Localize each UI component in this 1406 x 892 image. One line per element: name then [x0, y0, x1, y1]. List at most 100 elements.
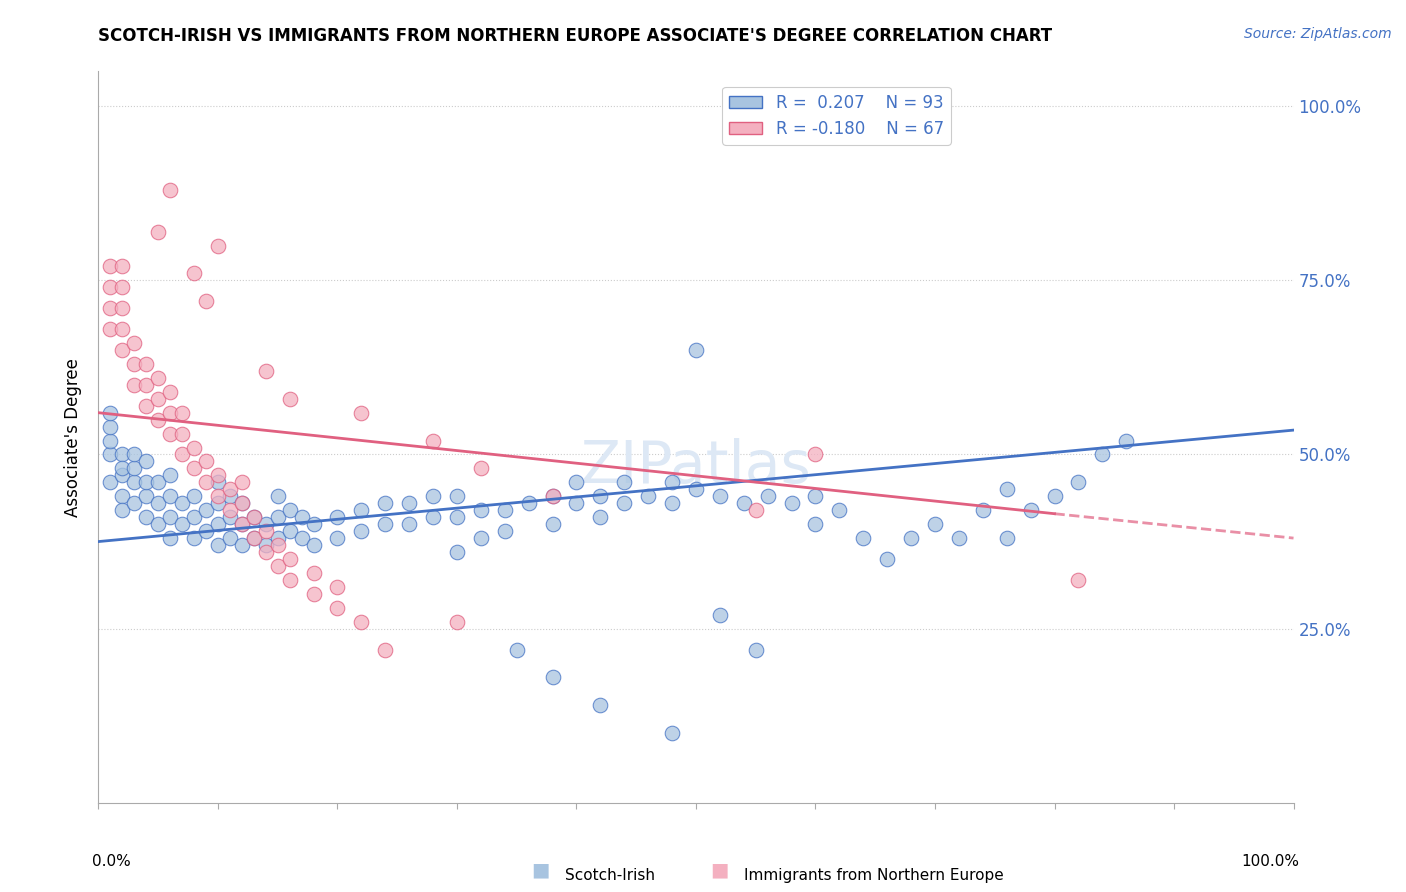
Point: [172, 406, 194, 420]
Point: [98, 434, 122, 448]
Point: [350, 524, 373, 538]
Point: [733, 496, 755, 510]
Point: [685, 343, 707, 357]
Point: [219, 503, 242, 517]
Point: [243, 510, 266, 524]
Point: [219, 510, 242, 524]
Point: [494, 503, 516, 517]
Point: [995, 483, 1018, 497]
Point: [183, 441, 205, 455]
Point: [111, 448, 134, 462]
Point: [446, 489, 468, 503]
Point: [111, 468, 134, 483]
Point: [231, 496, 253, 510]
Text: Immigrants from Northern Europe: Immigrants from Northern Europe: [744, 869, 1004, 883]
Point: [446, 510, 468, 524]
Text: 100.0%: 100.0%: [1241, 854, 1299, 869]
Point: [124, 496, 146, 510]
Point: [637, 489, 659, 503]
Point: [148, 371, 170, 385]
Point: [494, 524, 516, 538]
Point: [541, 670, 564, 684]
Point: [278, 524, 301, 538]
Point: [589, 510, 612, 524]
Point: [326, 531, 349, 545]
Point: [278, 503, 301, 517]
Point: [254, 364, 277, 378]
Point: [254, 524, 277, 538]
Point: [302, 517, 325, 532]
Point: [995, 531, 1018, 545]
Point: [207, 517, 229, 532]
Point: [98, 419, 122, 434]
Point: [972, 503, 994, 517]
Point: [374, 517, 396, 532]
Point: [613, 475, 636, 490]
Point: [111, 489, 134, 503]
Point: [924, 517, 946, 532]
Point: [948, 531, 970, 545]
Point: [183, 266, 205, 280]
Point: [291, 531, 314, 545]
Point: [98, 280, 122, 294]
Point: [506, 642, 529, 657]
Point: [661, 475, 683, 490]
Point: [111, 343, 134, 357]
Point: [589, 698, 612, 713]
Point: [565, 475, 588, 490]
Point: [302, 538, 325, 552]
Point: [159, 531, 181, 545]
Point: [194, 503, 218, 517]
Point: [148, 392, 170, 406]
Point: [207, 238, 229, 252]
Point: [541, 489, 564, 503]
Point: [422, 489, 444, 503]
Point: [207, 489, 229, 503]
Point: [135, 399, 157, 413]
Point: [780, 496, 803, 510]
Point: [231, 475, 253, 490]
Point: [278, 392, 301, 406]
Point: [254, 538, 277, 552]
Point: [1067, 475, 1090, 490]
Point: [267, 510, 290, 524]
Point: [661, 496, 683, 510]
Point: [219, 531, 242, 545]
Point: [159, 468, 181, 483]
Point: [159, 384, 181, 399]
Point: [302, 587, 325, 601]
Point: [148, 412, 170, 426]
Point: [804, 517, 827, 532]
Text: Scotch-Irish: Scotch-Irish: [565, 869, 655, 883]
Point: [446, 615, 468, 629]
Point: [148, 496, 170, 510]
Point: [398, 496, 420, 510]
Point: [685, 483, 707, 497]
Point: [194, 454, 218, 468]
Point: [254, 545, 277, 559]
Point: [254, 517, 277, 532]
Point: [194, 294, 218, 309]
Point: [745, 642, 768, 657]
Point: [243, 531, 266, 545]
Point: [1019, 503, 1042, 517]
Point: [709, 607, 731, 622]
Point: [804, 448, 827, 462]
Point: [446, 545, 468, 559]
Point: [231, 496, 253, 510]
Text: ■: ■: [710, 861, 730, 880]
Point: [124, 357, 146, 371]
Point: [183, 461, 205, 475]
Point: [219, 489, 242, 503]
Point: [135, 377, 157, 392]
Point: [422, 434, 444, 448]
Point: [541, 517, 564, 532]
Point: [1043, 489, 1066, 503]
Point: [267, 489, 290, 503]
Point: [756, 489, 779, 503]
Text: SCOTCH-IRISH VS IMMIGRANTS FROM NORTHERN EUROPE ASSOCIATE'S DEGREE CORRELATION C: SCOTCH-IRISH VS IMMIGRANTS FROM NORTHERN…: [98, 27, 1053, 45]
Point: [900, 531, 922, 545]
Point: [135, 454, 157, 468]
Point: [278, 573, 301, 587]
Point: [374, 642, 396, 657]
